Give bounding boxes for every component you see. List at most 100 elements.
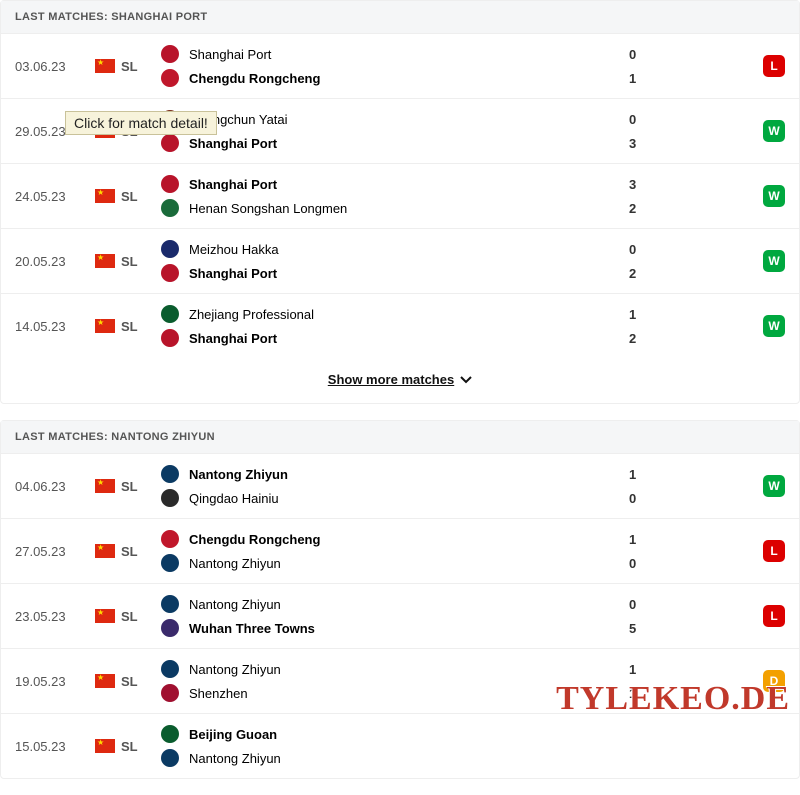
match-row[interactable]: 19.05.23 SLNantong ZhiyunShenzhen11 D	[1, 648, 799, 713]
home-team-name: Beijing Guoan	[189, 727, 629, 742]
home-team-name: Nantong Zhiyun	[189, 467, 629, 482]
team-logo-icon	[161, 530, 179, 548]
team-logo-icon	[161, 465, 179, 483]
flag-col	[95, 544, 121, 558]
home-team-name: Meizhou Hakka	[189, 242, 629, 257]
away-team-name: Henan Songshan Longmen	[189, 201, 629, 216]
home-score: 1	[629, 657, 749, 681]
match-date: 20.05.23	[15, 254, 95, 269]
team-logo-icon	[161, 595, 179, 613]
away-team-name: Nantong Zhiyun	[189, 751, 629, 766]
competition-code: SL	[121, 479, 161, 494]
match-row[interactable]: Click for match detail!29.05.23SLChangch…	[1, 98, 799, 163]
scores-col: 01	[629, 42, 749, 90]
flag-col	[95, 319, 121, 333]
team-logo-icon	[161, 684, 179, 702]
home-score: 1	[629, 527, 749, 551]
scores-col: 10	[629, 527, 749, 575]
result-col: W	[749, 185, 785, 207]
flag-col	[95, 609, 121, 623]
competition-code: SL	[121, 674, 161, 689]
match-row[interactable]: 24.05.23 SL Shanghai Port Henan Songshan Lo…	[1, 163, 799, 228]
flag-col	[95, 739, 121, 753]
competition-code: SL	[121, 59, 161, 74]
matches-section: LAST MATCHES: NANTONG ZHIYUN04.06.23SLNa…	[0, 420, 800, 779]
flag-china-icon	[95, 59, 115, 73]
competition-code: SL	[121, 544, 161, 559]
away-score: 0	[629, 551, 749, 575]
teams-col: Shanghai PortChengdu Rongcheng	[161, 42, 629, 90]
competition-code: SL	[121, 189, 161, 204]
result-col: L	[749, 605, 785, 627]
flag-col	[95, 59, 121, 73]
team-logo-icon	[161, 489, 179, 507]
home-team-name: Shanghai Port	[189, 47, 629, 62]
result-badge: W	[763, 475, 785, 497]
flag-china-icon	[95, 739, 115, 753]
match-row[interactable]: 14.05.23 SLZhejiang ProfessionalShanghai …	[1, 293, 799, 358]
team-logo-icon	[161, 725, 179, 743]
away-team-name: Shanghai Port	[189, 331, 629, 346]
tooltip: Click for match detail!	[65, 111, 217, 135]
match-date: 15.05.23	[15, 739, 95, 754]
flag-china-icon	[95, 319, 115, 333]
competition-code: SL	[121, 254, 161, 269]
teams-col: Nantong ZhiyunShenzhen	[161, 657, 629, 705]
scores-col: 11	[629, 657, 749, 705]
team-logo-icon	[161, 749, 179, 767]
flag-china-icon	[95, 189, 115, 203]
competition-code: SL	[121, 319, 161, 334]
away-team-name: Shenzhen	[189, 686, 629, 701]
match-row[interactable]: 15.05.23SLBeijing GuoanNantong Zhiyun	[1, 713, 799, 778]
result-col: L	[749, 55, 785, 77]
flag-col	[95, 254, 121, 268]
team-logo-icon	[161, 240, 179, 258]
home-score: 0	[629, 107, 749, 131]
flag-col	[95, 189, 121, 203]
home-score: 3	[629, 172, 749, 196]
match-row[interactable]: 03.06.23SLShanghai PortChengdu Rongcheng…	[1, 33, 799, 98]
result-badge: D	[763, 670, 785, 692]
result-col: W	[749, 315, 785, 337]
home-team-name: Shanghai Port	[189, 177, 629, 192]
flag-china-icon	[95, 674, 115, 688]
flag-col	[95, 674, 121, 688]
scores-col: 03	[629, 107, 749, 155]
section-header: LAST MATCHES: NANTONG ZHIYUN	[1, 421, 799, 453]
result-badge: W	[763, 315, 785, 337]
match-row[interactable]: 27.05.23SLChengdu RongchengNantong Zhiyu…	[1, 518, 799, 583]
scores-col: 12	[629, 302, 749, 350]
match-row[interactable]: 20.05.23SLMeizhou HakkaShanghai Port02W	[1, 228, 799, 293]
match-row[interactable]: 04.06.23SLNantong ZhiyunQingdao Hainiu10…	[1, 453, 799, 518]
scores-col	[629, 722, 749, 770]
away-team-name: Wuhan Three Towns	[189, 621, 629, 636]
away-score: 5	[629, 616, 749, 640]
teams-col: Beijing Guoan Nantong Zhiyun	[161, 722, 629, 770]
match-date: 24.05.23	[15, 189, 95, 204]
result-badge: W	[763, 120, 785, 142]
show-more-link[interactable]: Show more matches	[328, 372, 472, 387]
match-row[interactable]: 23.05.23SLNantong ZhiyunWuhan Three Town…	[1, 583, 799, 648]
away-team-name: Shanghai Port	[189, 136, 629, 151]
section-header: LAST MATCHES: SHANGHAI PORT	[1, 1, 799, 33]
scores-col: 05	[629, 592, 749, 640]
away-score	[629, 746, 749, 770]
result-col: D	[749, 670, 785, 692]
team-logo-icon	[161, 199, 179, 217]
flag-china-icon	[95, 544, 115, 558]
match-date: 19.05.23	[15, 674, 95, 689]
scores-col: 10	[629, 462, 749, 510]
competition-code: SL	[121, 609, 161, 624]
team-logo-icon	[161, 175, 179, 193]
team-logo-icon	[161, 329, 179, 347]
team-logo-icon	[161, 619, 179, 637]
match-date: 14.05.23	[15, 319, 95, 334]
away-score: 2	[629, 261, 749, 285]
team-logo-icon	[161, 554, 179, 572]
team-logo-icon	[161, 305, 179, 323]
teams-col: Zhejiang ProfessionalShanghai Port	[161, 302, 629, 350]
home-score: 1	[629, 302, 749, 326]
scores-col: 32	[629, 172, 749, 220]
result-badge: L	[763, 540, 785, 562]
away-team-name: Shanghai Port	[189, 266, 629, 281]
